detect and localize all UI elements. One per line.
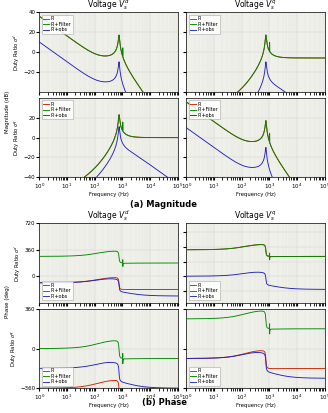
X-axis label: Frequency (Hz): Frequency (Hz) — [236, 403, 276, 408]
X-axis label: Frequency (Hz): Frequency (Hz) — [89, 192, 129, 197]
X-axis label: Frequency (Hz): Frequency (Hz) — [89, 403, 129, 408]
Title: Voltage $V_s^q$: Voltage $V_s^q$ — [234, 210, 277, 223]
Text: (b) Phase: (b) Phase — [141, 398, 187, 407]
Legend: PI, PI+Filter, PI+obs: PI, PI+Filter, PI+obs — [189, 100, 219, 119]
Text: Magnitude (dB): Magnitude (dB) — [5, 90, 10, 133]
Legend: PI, PI+Filter, PI+obs: PI, PI+Filter, PI+obs — [189, 281, 219, 300]
Legend: PI, PI+Filter, PI+obs: PI, PI+Filter, PI+obs — [42, 367, 73, 386]
Title: Voltage $V_s^d$: Voltage $V_s^d$ — [87, 0, 130, 12]
Y-axis label: Duty Ratio $o^d$: Duty Ratio $o^d$ — [12, 33, 22, 71]
Legend: PI, PI+Filter, PI+obs: PI, PI+Filter, PI+obs — [189, 15, 219, 34]
Text: Phase (deg): Phase (deg) — [5, 285, 10, 318]
Text: (a) Magnitude: (a) Magnitude — [131, 200, 197, 209]
Y-axis label: Duty Ratio $o^d$: Duty Ratio $o^d$ — [13, 244, 23, 282]
Legend: PI, PI+Filter, PI+obs: PI, PI+Filter, PI+obs — [42, 281, 73, 300]
Legend: PI, PI+Filter, PI+obs: PI, PI+Filter, PI+obs — [42, 15, 73, 34]
Title: Voltage $V_s^q$: Voltage $V_s^q$ — [234, 0, 277, 12]
Y-axis label: Duty Ratio $o^q$: Duty Ratio $o^q$ — [10, 330, 19, 367]
Y-axis label: Duty Ratio $o^q$: Duty Ratio $o^q$ — [13, 119, 22, 156]
Title: Voltage $V_s^d$: Voltage $V_s^d$ — [87, 209, 130, 223]
Legend: PI, PI+Filter, PI+obs: PI, PI+Filter, PI+obs — [189, 367, 219, 386]
Legend: PI, PI+Filter, PI+obs: PI, PI+Filter, PI+obs — [42, 100, 73, 119]
X-axis label: Frequency (Hz): Frequency (Hz) — [236, 192, 276, 197]
